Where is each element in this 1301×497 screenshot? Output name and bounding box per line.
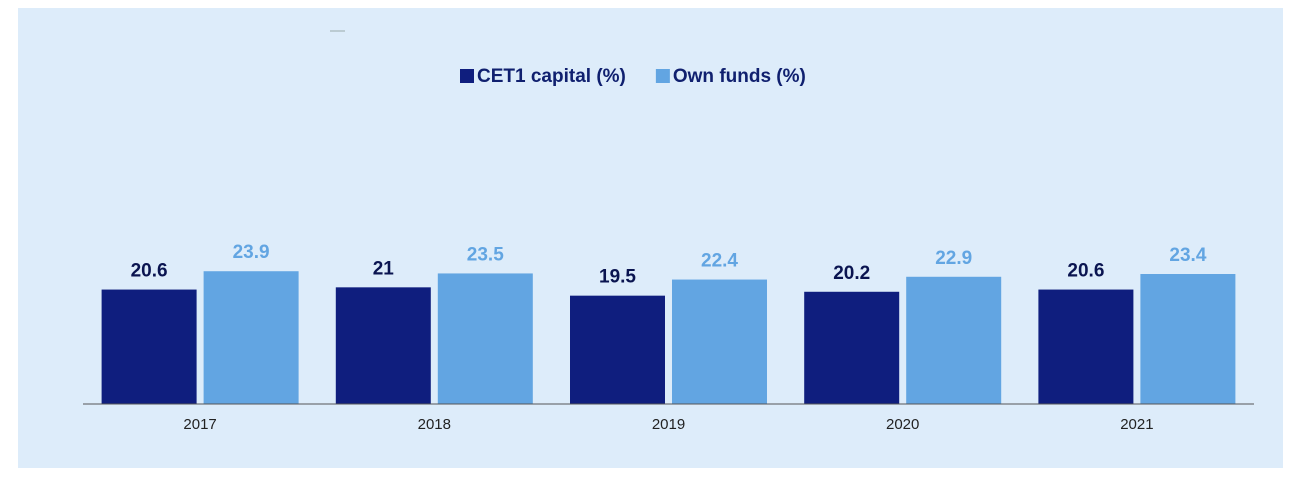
x-tick-label: 2020 — [886, 416, 919, 433]
bar — [203, 271, 299, 404]
value-label: 20.2 — [833, 263, 870, 284]
legend-swatch — [460, 69, 474, 83]
value-label: 23.9 — [233, 242, 270, 263]
value-label: 21 — [373, 258, 395, 279]
value-label: 22.4 — [701, 251, 738, 272]
value-label: 20.6 — [1067, 261, 1104, 282]
value-label: 19.5 — [599, 267, 636, 288]
bar — [335, 287, 431, 404]
x-tick-label: 2017 — [183, 416, 216, 433]
value-label: 20.6 — [131, 261, 168, 282]
bar — [804, 291, 900, 404]
x-tick-label: 2018 — [418, 416, 451, 433]
bar — [672, 279, 767, 404]
bar — [906, 276, 1002, 404]
value-label: 23.4 — [1169, 245, 1206, 266]
legend-label: Own funds (%) — [673, 66, 806, 87]
bar — [1140, 274, 1236, 404]
bar — [1038, 289, 1134, 404]
value-label: 23.5 — [467, 244, 504, 265]
value-label: 22.9 — [935, 248, 972, 269]
legend-swatch — [655, 69, 670, 83]
x-tick-label: 2021 — [1120, 416, 1153, 433]
bar — [570, 295, 665, 404]
bar — [101, 289, 197, 404]
legend-label: CET1 capital (%) — [477, 66, 626, 87]
x-tick-label: 2019 — [652, 416, 685, 433]
bar — [437, 273, 533, 404]
